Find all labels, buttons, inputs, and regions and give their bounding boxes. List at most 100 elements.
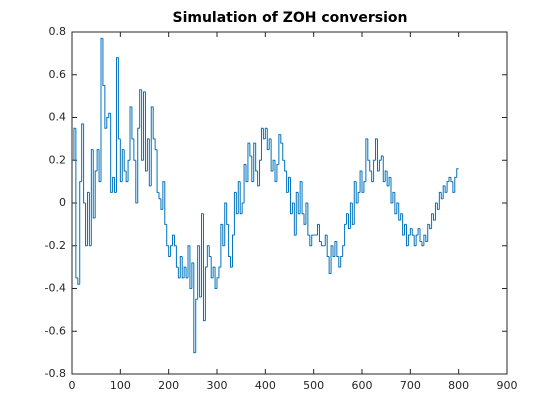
- step: [342, 245, 345, 257]
- step: [197, 245, 200, 300]
- step: [214, 267, 217, 289]
- step: [191, 262, 194, 289]
- step: [231, 234, 235, 268]
- step: [204, 266, 208, 321]
- step: [249, 143, 252, 157]
- step: [129, 106, 132, 161]
- step: [162, 181, 165, 210]
- step: [73, 127, 76, 161]
- chart-title: Simulation of ZOH conversion: [173, 10, 408, 26]
- step: [166, 224, 169, 247]
- step: [363, 181, 366, 193]
- step: [170, 245, 173, 257]
- step: [272, 159, 275, 171]
- step: [259, 159, 262, 186]
- step: [431, 213, 434, 229]
- step: [189, 245, 192, 289]
- step: [92, 149, 96, 219]
- step: [202, 213, 206, 322]
- step: [419, 228, 422, 242]
- step: [347, 213, 351, 230]
- step: [210, 256, 214, 279]
- step: [340, 255, 343, 268]
- step: [380, 155, 384, 161]
- step: [295, 191, 299, 236]
- step: [353, 181, 357, 225]
- step: [336, 241, 339, 257]
- step: [172, 234, 175, 246]
- step: [104, 85, 107, 129]
- step: [349, 202, 353, 229]
- y-tick-label: 0.8: [49, 25, 67, 38]
- step: [201, 213, 204, 298]
- step: [452, 181, 455, 193]
- step: [75, 128, 78, 279]
- step: [301, 181, 304, 215]
- step: [125, 170, 129, 183]
- step: [388, 176, 391, 186]
- step: [100, 37, 103, 182]
- step: [390, 177, 393, 204]
- step: [351, 203, 355, 225]
- step: [334, 240, 337, 257]
- step: [115, 57, 119, 193]
- step: [158, 192, 161, 200]
- step: [357, 191, 361, 203]
- step: [454, 176, 457, 193]
- step: [253, 142, 256, 182]
- step: [365, 138, 368, 182]
- step: [141, 89, 144, 161]
- step: [185, 267, 188, 279]
- y-tick-label: -0.8: [45, 367, 66, 380]
- step: [187, 245, 190, 278]
- step: [330, 245, 333, 274]
- step: [233, 191, 237, 236]
- step: [448, 176, 451, 182]
- step: [355, 181, 359, 204]
- step: [434, 202, 438, 221]
- step: [398, 203, 401, 221]
- step: [121, 149, 125, 182]
- step: [386, 170, 390, 187]
- step: [309, 235, 312, 247]
- x-tick-label: 200: [158, 379, 179, 392]
- step: [286, 170, 289, 193]
- y-tick-label: 0.4: [49, 111, 67, 124]
- step: [173, 235, 177, 247]
- step: [326, 235, 330, 257]
- step: [218, 266, 221, 278]
- step: [450, 177, 453, 183]
- step: [127, 159, 130, 182]
- step: [139, 89, 142, 129]
- step: [114, 177, 117, 193]
- axes-box: [71, 31, 508, 375]
- step: [195, 298, 198, 353]
- step: [154, 138, 158, 151]
- x-tick-label: 700: [400, 379, 421, 392]
- step: [245, 164, 248, 183]
- step: [264, 127, 268, 139]
- step: [106, 117, 109, 129]
- step: [282, 143, 285, 161]
- step: [133, 138, 136, 161]
- step: [137, 127, 140, 203]
- step: [131, 106, 134, 140]
- y-tick-label: -0.2: [45, 239, 66, 252]
- step: [289, 177, 293, 215]
- step: [102, 38, 105, 86]
- step: [369, 160, 372, 172]
- step: [270, 138, 274, 172]
- step: [384, 170, 388, 182]
- step: [338, 256, 341, 268]
- step: [328, 256, 332, 275]
- step: [407, 234, 411, 246]
- x-tick-label: 900: [497, 379, 518, 392]
- step: [222, 224, 225, 247]
- step: [396, 202, 399, 214]
- step: [117, 57, 121, 140]
- step: [324, 234, 328, 246]
- step: [119, 138, 123, 183]
- step: [404, 223, 407, 236]
- step: [297, 192, 301, 215]
- step: [400, 213, 403, 221]
